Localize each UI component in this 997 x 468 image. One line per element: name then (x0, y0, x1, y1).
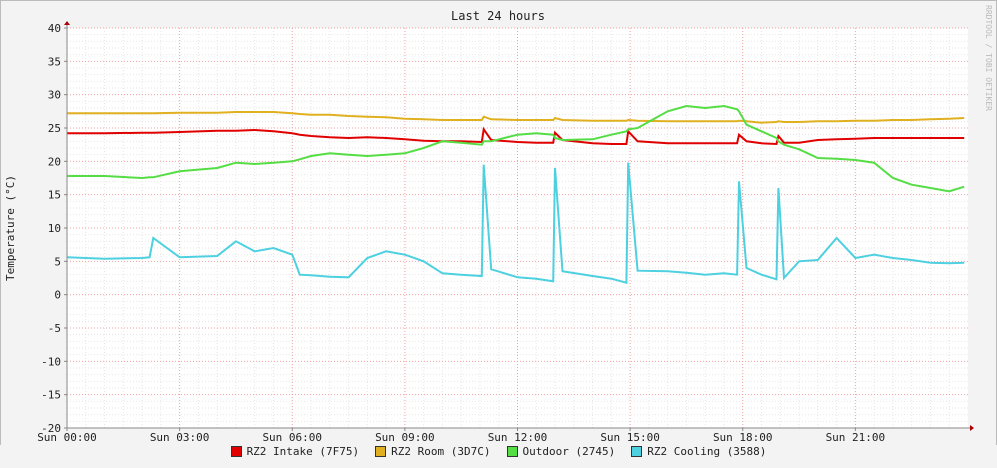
y-tick-label: 40 (48, 22, 61, 35)
series-line (66, 162, 965, 284)
legend-label: RZ2 Room (3D7C) (391, 445, 491, 458)
x-tick-label: Sun 00:00 (37, 431, 97, 444)
legend-label: RZ2 Intake (7F75) (246, 445, 360, 458)
series-line (67, 126, 965, 146)
legend-item: RZ2 Cooling (3588) (631, 445, 766, 458)
y-tick-label: 15 (48, 189, 61, 202)
series-line (67, 111, 965, 124)
y-tick-label: 20 (48, 155, 61, 168)
legend-item: RZ2 Room (3D7C) (375, 445, 491, 458)
y-tick-label: 5 (54, 255, 61, 268)
y-axis-label: Temperature (°C) (4, 175, 17, 281)
y-axis-arrow (64, 21, 70, 25)
legend-item: RZ2 Intake (7F75) (230, 445, 360, 458)
legend-swatch (375, 446, 387, 457)
x-tick-label: Sun 12:00 (488, 431, 548, 444)
y-tick-label: 35 (48, 55, 61, 68)
legend-label: Outdoor (2745) (522, 445, 616, 458)
legend-swatch (631, 446, 643, 457)
legend-swatch (506, 446, 518, 457)
y-tick-label: -5 (48, 322, 61, 335)
x-tick-label: Sun 06:00 (262, 431, 322, 444)
y-tick-label: 0 (54, 289, 61, 302)
y-tick-label: -10 (41, 355, 61, 368)
legend: RZ2 Intake (7F75) RZ2 Room (3D7C) Outdoor … (0, 445, 997, 458)
x-axis-arrow (970, 425, 974, 431)
x-tick-label: Sun 03:00 (150, 431, 210, 444)
watermark: RRDTOOL / TOBI OETIKER (984, 5, 993, 111)
y-tick-label: -20 (41, 422, 61, 435)
y-tick-label: 10 (48, 222, 61, 235)
legend-swatch (230, 446, 242, 457)
legend-label: RZ2 Cooling (3588) (647, 445, 767, 458)
chart-title: Last 24 hours (451, 9, 545, 23)
x-tick-label: Sun 21:00 (826, 431, 886, 444)
y-tick-label: 30 (48, 89, 61, 102)
y-tick-label: 25 (48, 122, 61, 135)
y-tick-label: -15 (41, 389, 61, 402)
x-tick-label: Sun 15:00 (600, 431, 660, 444)
x-tick-label: Sun 18:00 (713, 431, 773, 444)
x-tick-label: Sun 09:00 (375, 431, 435, 444)
legend-item: Outdoor (2745) (506, 445, 616, 458)
series-line (67, 104, 965, 193)
